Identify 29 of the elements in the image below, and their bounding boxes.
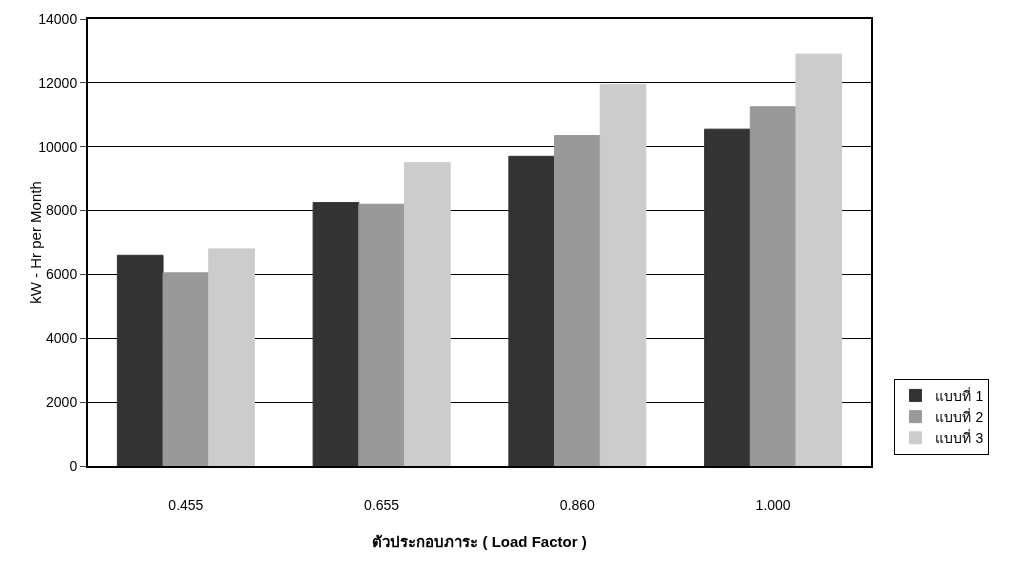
bar	[208, 248, 255, 466]
bar	[554, 135, 601, 466]
bar	[795, 53, 843, 466]
y-tick-label: 12000	[38, 74, 78, 91]
legend-label: แบบที่ 1	[935, 386, 984, 404]
legend-label: แบบที่ 3	[935, 429, 984, 447]
x-tick-label: 0.455	[168, 496, 204, 513]
bar	[162, 272, 210, 466]
bar	[116, 254, 164, 466]
y-axis-title: kW - Hr per Month	[27, 181, 45, 304]
bar	[704, 128, 751, 466]
y-tick-label: 10000	[38, 138, 78, 155]
y-tick-label: 8000	[46, 202, 78, 219]
x-tick-label: 0.860	[559, 496, 596, 513]
bar	[749, 106, 797, 466]
x-tick-label: 0.655	[364, 496, 400, 513]
bar	[508, 155, 556, 466]
y-tick-label: 0	[69, 457, 78, 474]
y-tick-label: 4000	[46, 330, 78, 347]
y-tick-label: 6000	[46, 266, 78, 283]
bar	[312, 202, 360, 466]
bar	[599, 83, 647, 466]
y-tick-label: 14000	[38, 10, 78, 27]
y-tick-label: 2000	[46, 394, 78, 411]
bar	[403, 162, 451, 466]
x-axis-title: ตัวประกอบภาระ ( Load Factor )	[372, 533, 587, 551]
x-tick-label: 1.000	[755, 496, 791, 513]
bar	[358, 203, 405, 466]
legend-label: แบบที่ 2	[935, 408, 984, 426]
